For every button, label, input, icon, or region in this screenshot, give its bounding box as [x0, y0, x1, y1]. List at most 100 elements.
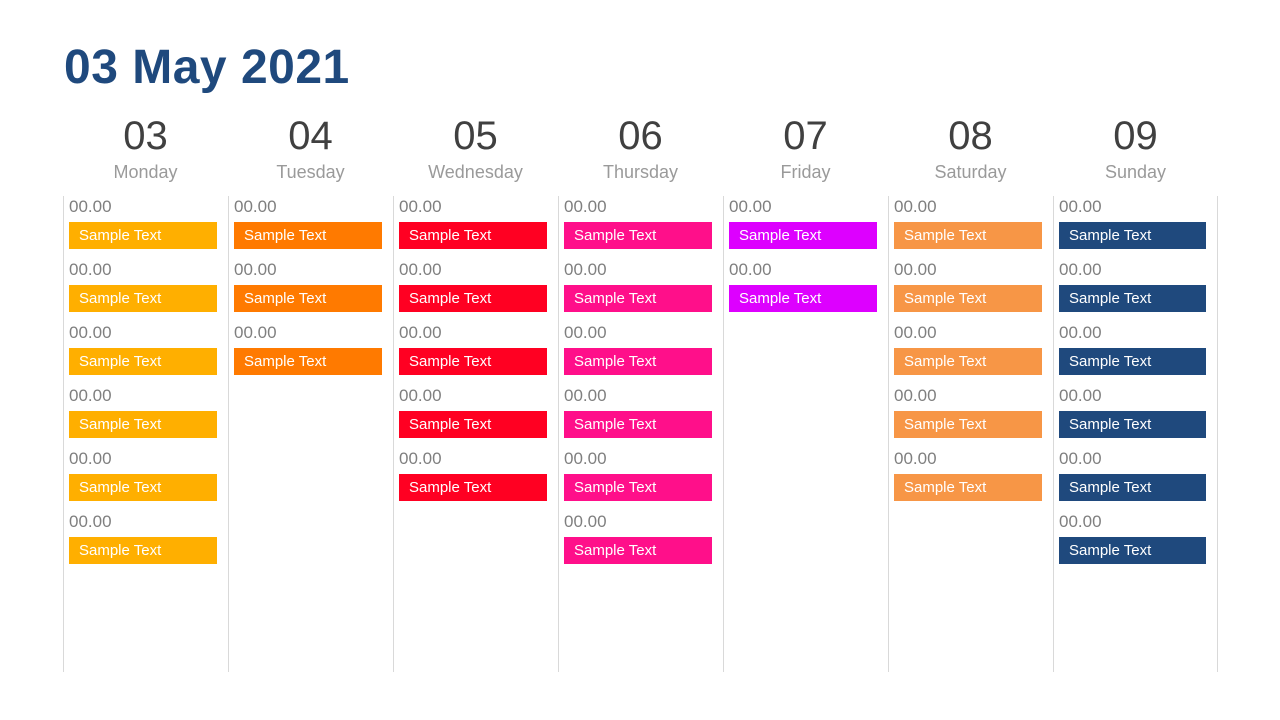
schedule-slot: 00.00 Sample Text — [889, 385, 1053, 448]
slot-time: 00.00 — [564, 512, 607, 531]
day-number: 05 — [453, 114, 498, 158]
event-block[interactable]: Sample Text — [564, 474, 712, 501]
event-block[interactable]: Sample Text — [729, 222, 877, 249]
event-block[interactable]: Sample Text — [69, 222, 217, 249]
day-column-tuesday: 04 Tuesday 00.00 Sample Text 00.00 Sample Tex… — [228, 112, 393, 672]
slot-time: 00.00 — [894, 323, 937, 342]
event-block[interactable]: Sample Text — [564, 285, 712, 312]
day-schedule: 00.00 Sample Text 00.00 Sample Text 00.00 Sam… — [888, 196, 1053, 672]
event-block[interactable]: Sample Text — [564, 537, 712, 564]
schedule-slot: 00.00 Sample Text — [559, 196, 723, 259]
day-header: 04 Tuesday — [228, 112, 393, 196]
slot-time: 00.00 — [894, 386, 937, 405]
event-block[interactable]: Sample Text — [69, 537, 217, 564]
schedule-slot: 00.00 Sample Text — [1054, 259, 1217, 322]
event-block[interactable]: Sample Text — [894, 222, 1042, 249]
slot-time: 00.00 — [564, 197, 607, 216]
slot-time: 00.00 — [729, 197, 772, 216]
day-column-monday: 03 Monday 00.00 Sample Text 00.00 Sample Text… — [63, 112, 228, 672]
event-block[interactable]: Sample Text — [234, 222, 382, 249]
event-block[interactable]: Sample Text — [1059, 474, 1206, 501]
day-schedule: 00.00 Sample Text 00.00 Sample Text 00.00 Sam… — [63, 196, 228, 672]
day-header: 03 Monday — [63, 112, 228, 196]
schedule-slot: 00.00 Sample Text — [64, 322, 228, 385]
event-block[interactable]: Sample Text — [69, 411, 217, 438]
schedule-slot: 00.00 Sample Text — [64, 511, 228, 574]
day-column-saturday: 08 Saturday 00.00 Sample Text 00.00 Sample Te… — [888, 112, 1053, 672]
day-name: Friday — [780, 162, 831, 182]
page-title: 03 May 2021 — [64, 41, 350, 94]
event-block[interactable]: Sample Text — [1059, 222, 1206, 249]
slot-time: 00.00 — [234, 260, 277, 279]
slot-time: 00.00 — [69, 197, 112, 216]
day-number: 08 — [948, 114, 993, 158]
day-schedule: 00.00 Sample Text 00.00 Sample Text 00.00 Sam… — [228, 196, 393, 672]
day-schedule: 00.00 Sample Text 00.00 Sample Text 00.00 Sam… — [558, 196, 723, 672]
schedule-slot: 00.00 Sample Text — [394, 259, 558, 322]
day-number: 03 — [123, 114, 168, 158]
day-column-wednesday: 05 Wednesday 00.00 Sample Text 00.00 Sample T… — [393, 112, 558, 672]
event-block[interactable]: Sample Text — [69, 348, 217, 375]
event-block[interactable]: Sample Text — [1059, 411, 1206, 438]
event-block[interactable]: Sample Text — [729, 285, 877, 312]
event-block[interactable]: Sample Text — [564, 411, 712, 438]
event-block[interactable]: Sample Text — [69, 285, 217, 312]
slot-time: 00.00 — [399, 323, 442, 342]
day-number: 04 — [288, 114, 333, 158]
day-name: Sunday — [1104, 162, 1167, 182]
event-block[interactable]: Sample Text — [234, 348, 382, 375]
schedule-slot: 00.00 Sample Text — [64, 196, 228, 259]
day-column-friday: 07 Friday 00.00 Sample Text 00.00 Sample Text — [723, 112, 888, 672]
day-column-thursday: 06 Thursday 00.00 Sample Text 00.00 Sample Te… — [558, 112, 723, 672]
event-block[interactable]: Sample Text — [399, 285, 547, 312]
day-schedule: 00.00 Sample Text 00.00 Sample Text — [723, 196, 888, 672]
event-block[interactable]: Sample Text — [234, 285, 382, 312]
event-block[interactable]: Sample Text — [69, 474, 217, 501]
slot-time: 00.00 — [1059, 512, 1102, 531]
event-block[interactable]: Sample Text — [894, 285, 1042, 312]
event-block[interactable]: Sample Text — [1059, 348, 1206, 375]
slot-time: 00.00 — [69, 386, 112, 405]
slot-time: 00.00 — [69, 512, 112, 531]
schedule-slot: 00.00 Sample Text — [889, 448, 1053, 511]
schedule-slot: 00.00 Sample Text — [1054, 448, 1217, 511]
slot-time: 00.00 — [69, 323, 112, 342]
event-block[interactable]: Sample Text — [564, 222, 712, 249]
week-calendar: 03 Monday 00.00 Sample Text 00.00 Sample Text… — [63, 112, 1218, 672]
slot-time: 00.00 — [399, 197, 442, 216]
event-block[interactable]: Sample Text — [399, 222, 547, 249]
event-block[interactable]: Sample Text — [564, 348, 712, 375]
event-block[interactable]: Sample Text — [399, 411, 547, 438]
day-column-sunday: 09 Sunday 00.00 Sample Text 00.00 Sample Text… — [1053, 112, 1218, 672]
event-block[interactable]: Sample Text — [894, 474, 1042, 501]
schedule-slot: 00.00 Sample Text — [724, 259, 888, 322]
slot-time: 00.00 — [399, 260, 442, 279]
slot-time: 00.00 — [894, 197, 937, 216]
event-block[interactable]: Sample Text — [894, 348, 1042, 375]
day-name: Tuesday — [276, 162, 345, 182]
schedule-slot: 00.00 Sample Text — [889, 322, 1053, 385]
day-header: 09 Sunday — [1053, 112, 1218, 196]
schedule-slot: 00.00 Sample Text — [559, 322, 723, 385]
slot-time: 00.00 — [564, 323, 607, 342]
slot-time: 00.00 — [1059, 386, 1102, 405]
event-block[interactable]: Sample Text — [1059, 285, 1206, 312]
schedule-slot: 00.00 Sample Text — [559, 511, 723, 574]
slot-time: 00.00 — [894, 449, 937, 468]
schedule-slot: 00.00 Sample Text — [559, 448, 723, 511]
event-block[interactable]: Sample Text — [399, 348, 547, 375]
slot-time: 00.00 — [234, 323, 277, 342]
schedule-slot: 00.00 Sample Text — [229, 322, 393, 385]
slot-time: 00.00 — [1059, 449, 1102, 468]
schedule-slot: 00.00 Sample Text — [394, 196, 558, 259]
event-block[interactable]: Sample Text — [399, 474, 547, 501]
day-header: 07 Friday — [723, 112, 888, 196]
day-number: 07 — [783, 114, 828, 158]
schedule-slot: 00.00 Sample Text — [889, 196, 1053, 259]
event-block[interactable]: Sample Text — [1059, 537, 1206, 564]
event-block[interactable]: Sample Text — [894, 411, 1042, 438]
day-name: Monday — [113, 162, 178, 182]
day-number: 09 — [1113, 114, 1158, 158]
schedule-slot: 00.00 Sample Text — [1054, 385, 1217, 448]
schedule-slot: 00.00 Sample Text — [64, 385, 228, 448]
